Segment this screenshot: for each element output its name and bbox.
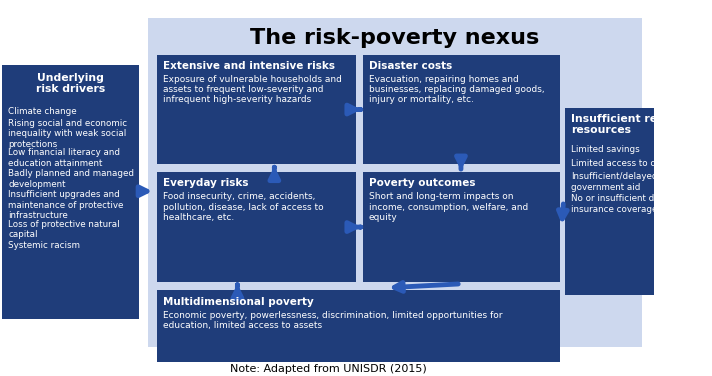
Text: Limited savings: Limited savings (571, 146, 639, 155)
Bar (157, 172, 356, 282)
Text: Poverty outcomes: Poverty outcomes (369, 178, 475, 188)
Text: Insufficient upgrades and
maintenance of protective
infrastructure: Insufficient upgrades and maintenance of… (9, 190, 124, 220)
Bar (157, 55, 356, 164)
Text: Everyday risks: Everyday risks (162, 178, 248, 188)
Text: The risk-poverty nexus: The risk-poverty nexus (250, 28, 539, 48)
Text: Note: Adapted from UNISDR (2015): Note: Adapted from UNISDR (2015) (231, 364, 427, 373)
Text: Evacuation, repairing homes and
businesses, replacing damaged goods,
injury or m: Evacuation, repairing homes and business… (369, 75, 544, 105)
Text: Economic poverty, powerlessness, discrimination, limited opportunities for
educa: Economic poverty, powerlessness, discrim… (162, 311, 502, 330)
Text: Badly planned and managed
development: Badly planned and managed development (9, 169, 135, 189)
Bar (148, 18, 642, 347)
Text: Short and long-term impacts on
income, consumption, welfare, and
equity: Short and long-term impacts on income, c… (369, 192, 528, 222)
Text: Systemic racism: Systemic racism (9, 241, 80, 250)
Text: Extensive and intensive risks: Extensive and intensive risks (162, 61, 335, 71)
Text: Exposure of vulnerable households and
assets to frequent low-severity and
infreq: Exposure of vulnerable households and as… (162, 75, 342, 105)
Bar (363, 55, 560, 164)
Text: Multidimensional poverty: Multidimensional poverty (162, 297, 313, 307)
Bar (2, 65, 139, 319)
Text: Underlying
risk drivers: Underlying risk drivers (36, 73, 105, 94)
Bar (565, 108, 654, 295)
Text: Insufficient recovery
resources: Insufficient recovery resources (571, 114, 698, 135)
Text: Limited access to credit: Limited access to credit (571, 159, 676, 168)
Text: Loss of protective natural
capital: Loss of protective natural capital (9, 220, 120, 239)
Text: Rising social and economic
inequality with weak social
protections: Rising social and economic inequality wi… (9, 119, 127, 149)
Text: Disaster costs: Disaster costs (369, 61, 452, 71)
Text: Insufficient/delayed
government aid: Insufficient/delayed government aid (571, 172, 657, 192)
Text: Climate change: Climate change (9, 106, 77, 115)
Text: Low financial literacy and
education attainment: Low financial literacy and education att… (9, 149, 120, 168)
Bar (157, 290, 560, 361)
Bar (363, 172, 560, 282)
Text: Food insecurity, crime, accidents,
pollution, disease, lack of access to
healthc: Food insecurity, crime, accidents, pollu… (162, 192, 323, 222)
Text: No or insufficient disaster
insurance coverage: No or insufficient disaster insurance co… (571, 194, 684, 214)
